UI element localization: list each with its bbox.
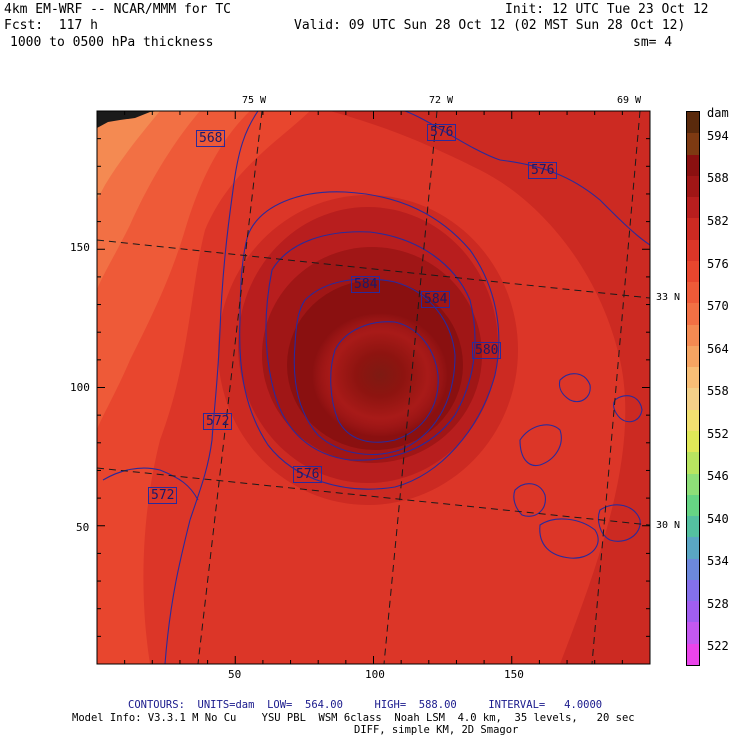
colorbar-swatch <box>687 516 699 538</box>
contour-label-584-right: 584 <box>421 291 451 308</box>
contour-label-576-top: 576 <box>427 124 457 141</box>
model-info: Model Info: V3.3.1 M No Cu YSU PBL WSM 6… <box>72 712 635 724</box>
lat-label-33n: 33 N <box>656 292 681 303</box>
contour-label-584-left: 584 <box>351 276 381 293</box>
colorbar-swatch <box>687 303 699 325</box>
smoothing-label: sm= 4 <box>633 35 673 50</box>
contour-label-580: 580 <box>472 342 502 359</box>
colorbar-unit: dam <box>707 106 729 120</box>
diff-info: DIFF, simple KM, 2D Smagor <box>354 724 519 736</box>
colorbar-label: 594 <box>707 128 729 143</box>
colorbar-swatch <box>687 579 699 602</box>
contour-label-572-mid: 572 <box>203 413 233 430</box>
colorbar-swatch <box>687 154 699 176</box>
colorbar-swatch <box>687 558 699 580</box>
field-title: 1000 to 0500 hPa thickness <box>10 35 214 50</box>
contour-label-572-low: 572 <box>148 487 178 504</box>
colorbar-swatch <box>687 601 699 623</box>
colorbar-swatch <box>687 430 699 453</box>
colorbar-swatch <box>687 494 699 517</box>
colorbar-label: 540 <box>707 511 729 526</box>
contours-info: CONTOURS: UNITS=dam LOW= 564.00 HIGH= 58… <box>128 699 603 711</box>
colorbar <box>686 111 700 666</box>
colorbar-label: 558 <box>707 384 729 399</box>
model-title: 4km EM-WRF -- NCAR/MMM for TC <box>4 2 231 17</box>
colorbar-labels: 594 588 582 576 570 564 558 552 546 540 534 528 522 <box>707 111 740 664</box>
x-tick-150: 150 <box>504 668 524 681</box>
colorbar-swatch <box>687 282 699 304</box>
colorbar-swatch <box>687 133 699 155</box>
lon-label-75w: 75 W <box>242 95 267 106</box>
colorbar-swatch <box>687 473 699 495</box>
valid-time: Valid: 09 UTC Sun 28 Oct 12 (02 MST Sun … <box>294 18 686 33</box>
lat-label-30n: 30 N <box>656 520 681 531</box>
colorbar-swatch <box>687 239 699 261</box>
colorbar-swatch <box>687 388 699 410</box>
y-tick-50: 50 <box>76 521 90 534</box>
colorbar-label: 582 <box>707 213 729 228</box>
colorbar-label: 576 <box>707 256 729 271</box>
colorbar-swatch <box>687 643 699 665</box>
colorbar-swatch <box>687 112 699 134</box>
lon-label-69w: 69 W <box>617 95 642 106</box>
colorbar-swatch <box>687 324 699 346</box>
colorbar-label: 564 <box>707 341 729 356</box>
colorbar-label: 588 <box>707 171 729 186</box>
colorbar-label: 522 <box>707 639 729 654</box>
colorbar-label: 546 <box>707 469 729 484</box>
colorbar-swatch <box>687 218 699 240</box>
contour-label-568: 568 <box>196 130 226 147</box>
colorbar-label: 534 <box>707 554 729 569</box>
colorbar-swatch <box>687 175 699 198</box>
forecast-hour: Fcst: 117 h <box>4 18 98 33</box>
colorbar-swatch <box>687 367 699 389</box>
colorbar-swatch <box>687 409 699 431</box>
colorbar-swatch <box>687 537 699 559</box>
colorbar-label: 552 <box>707 426 729 441</box>
y-tick-150: 150 <box>70 241 90 254</box>
x-tick-50: 50 <box>228 668 242 681</box>
colorbar-swatch <box>687 345 699 368</box>
contour-label-576-right: 576 <box>528 162 558 179</box>
colorbar-label: 570 <box>707 299 729 314</box>
init-time: Init: 12 UTC Tue 23 Oct 12 <box>505 2 709 17</box>
x-tick-100: 100 <box>365 668 385 681</box>
colorbar-swatch <box>687 197 699 219</box>
colorbar-label: 528 <box>707 596 729 611</box>
contour-label-576-bottom: 576 <box>293 466 323 483</box>
colorbar-swatch <box>687 260 699 283</box>
y-tick-100: 100 <box>70 381 90 394</box>
colorbar-swatch <box>687 452 699 474</box>
colorbar-swatch <box>687 622 699 644</box>
lon-label-72w: 72 W <box>429 95 454 106</box>
